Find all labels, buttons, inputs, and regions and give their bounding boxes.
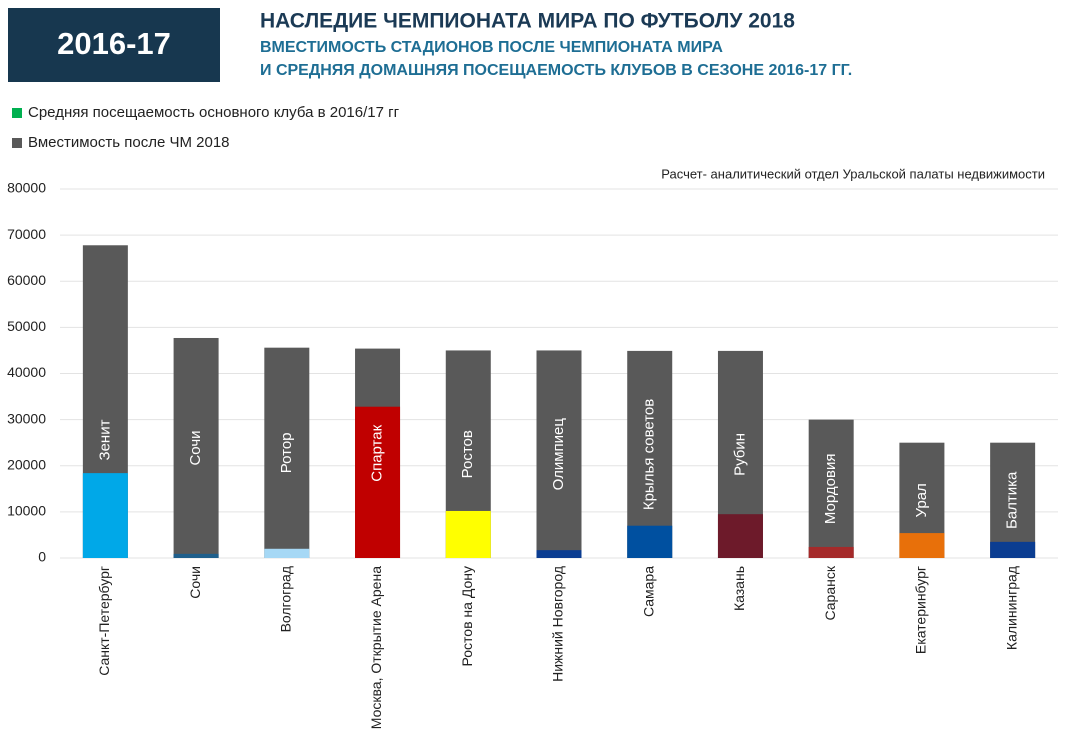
club-label: Крылья советов bbox=[641, 399, 658, 510]
x-tick-label: Калининград bbox=[1003, 566, 1019, 650]
y-tick-label: 20000 bbox=[7, 456, 46, 472]
bar bbox=[717, 514, 763, 558]
legend-swatch bbox=[12, 108, 22, 118]
y-tick-label: 10000 bbox=[7, 503, 46, 519]
club-label: Мордовия bbox=[822, 454, 839, 525]
bar bbox=[173, 553, 219, 558]
x-tick-label: Самара bbox=[640, 566, 656, 617]
bar bbox=[990, 442, 1036, 558]
y-tick-label: 80000 bbox=[7, 180, 46, 196]
bar bbox=[355, 406, 401, 558]
badge-box bbox=[8, 8, 220, 82]
legend-swatch bbox=[12, 138, 22, 148]
legend-label: Вместимость после ЧМ 2018 bbox=[28, 134, 230, 151]
club-label: Олимпиец bbox=[550, 418, 567, 491]
club-label: Урал bbox=[913, 483, 930, 517]
x-tick-label: Екатеринбург bbox=[913, 566, 929, 654]
bar bbox=[627, 525, 673, 558]
x-tick-label: Нижний Новгород bbox=[550, 566, 566, 682]
bar bbox=[264, 548, 310, 558]
club-label: Сочи bbox=[187, 430, 204, 465]
y-tick-label: 60000 bbox=[7, 272, 46, 288]
club-label: Ростов bbox=[459, 430, 476, 478]
bar bbox=[82, 473, 128, 558]
y-tick-label: 50000 bbox=[7, 318, 46, 334]
subtitle: ВМЕСТИМОСТЬ СТАДИОНОВ ПОСЛЕ ЧЕМПИОНАТА М… bbox=[260, 39, 723, 56]
bar bbox=[173, 337, 219, 558]
y-tick-label: 40000 bbox=[7, 364, 46, 380]
badge: 2016-17 bbox=[57, 26, 171, 61]
bar bbox=[990, 541, 1036, 558]
bar bbox=[899, 533, 945, 558]
bar bbox=[808, 546, 854, 558]
y-tick-label: 0 bbox=[38, 549, 46, 565]
bar bbox=[264, 347, 310, 558]
y-tick-label: 30000 bbox=[7, 410, 46, 426]
club-label: Ротор bbox=[278, 432, 295, 473]
subtitle: И СРЕДНЯЯ ДОМАШНЯЯ ПОСЕЩАЕМОСТЬ КЛУБОВ В… bbox=[260, 62, 852, 79]
club-label: Балтика bbox=[1004, 471, 1021, 529]
x-tick-label: Москва, Открытие Арена bbox=[368, 566, 384, 729]
x-tick-label: Саранск bbox=[822, 565, 838, 620]
x-tick-label: Санкт-Петербург bbox=[96, 566, 112, 676]
bar bbox=[445, 510, 491, 558]
club-label: Зенит bbox=[96, 419, 113, 460]
x-tick-label: Сочи bbox=[187, 566, 203, 599]
club-label: Спартак bbox=[369, 424, 386, 481]
bar bbox=[536, 350, 582, 558]
bar bbox=[627, 350, 673, 558]
x-tick-label: Волгоград bbox=[278, 566, 294, 632]
club-label: Рубин bbox=[731, 433, 748, 476]
y-tick-label: 70000 bbox=[7, 226, 46, 242]
x-tick-label: Ростов на Дону bbox=[459, 566, 475, 666]
title: НАСЛЕДИЕ ЧЕМПИОНАТА МИРА ПО ФУТБОЛУ 2018 bbox=[260, 10, 795, 33]
x-tick-label: Казань bbox=[731, 566, 747, 611]
note: Расчет- аналитический отдел Уральской па… bbox=[661, 166, 1045, 181]
legend-label: Средняя посещаемость основного клуба в 2… bbox=[28, 104, 400, 121]
bar bbox=[808, 419, 854, 558]
bar bbox=[536, 550, 582, 558]
